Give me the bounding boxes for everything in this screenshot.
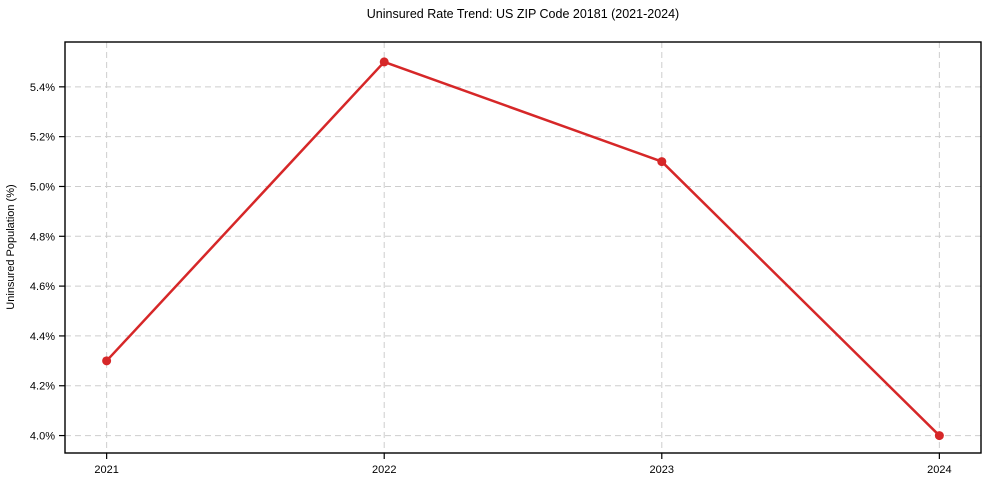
x-tick-label: 2021: [94, 464, 118, 476]
data-point-marker: [657, 157, 667, 167]
y-tick-label: 4.6%: [30, 281, 55, 293]
data-point-marker: [934, 431, 944, 441]
trend-line: [105, 60, 941, 437]
data-point-marker: [379, 57, 389, 67]
y-tick-label: 4.0%: [30, 431, 55, 443]
data-point-marker: [102, 356, 112, 366]
y-tick-label: 5.0%: [30, 181, 55, 193]
y-tick-label: 4.2%: [30, 381, 55, 393]
y-tick-label: 5.4%: [30, 82, 55, 94]
x-tick-label: 2023: [650, 464, 674, 476]
plot-border: [64, 41, 982, 454]
y-tick-label: 4.8%: [30, 231, 55, 243]
y-tick-label: 5.2%: [30, 132, 55, 144]
x-tick-label: 2022: [372, 464, 396, 476]
x-tick-label: 2024: [927, 464, 951, 476]
y-tick-label: 4.4%: [30, 331, 55, 343]
chart-title: Uninsured Rate Trend: US ZIP Code 20181 …: [366, 7, 680, 21]
